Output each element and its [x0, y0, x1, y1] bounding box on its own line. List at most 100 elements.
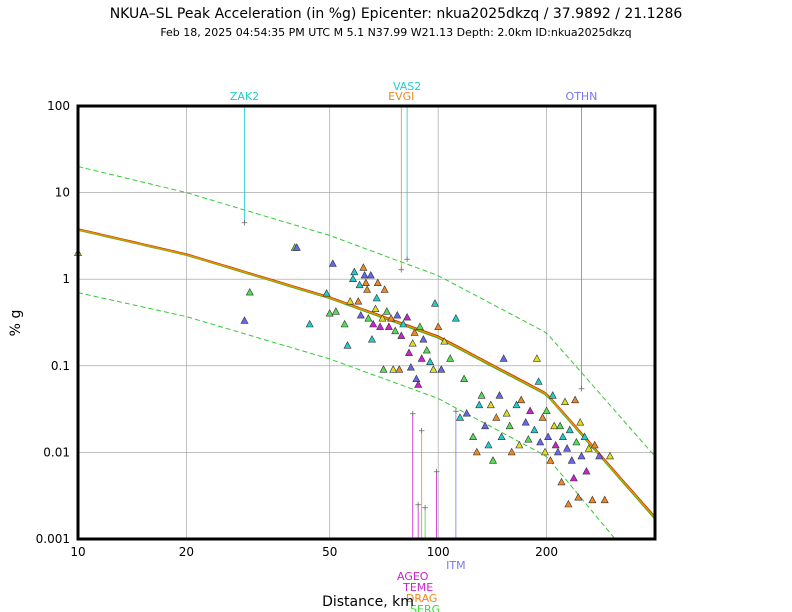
data-point: [521, 418, 530, 426]
data-point: [384, 322, 393, 330]
data-point: [328, 259, 337, 267]
x-axis-label: Distance, km: [322, 594, 414, 610]
data-point: [412, 374, 421, 383]
data-point: [502, 409, 511, 417]
sigma-curve: [77, 292, 616, 540]
data-point: [544, 432, 553, 441]
data-point: [576, 418, 585, 426]
data-point: [532, 354, 541, 362]
data-point: [540, 447, 550, 456]
chart-title: NKUA–SL Peak Acceleration (in %g) Epicen…: [110, 6, 683, 22]
data-point: [406, 363, 415, 371]
y-tick-label: 0.01: [43, 445, 70, 459]
data-point: [359, 263, 368, 271]
data-point: [538, 413, 547, 421]
data-point: [563, 444, 572, 452]
data-point: [455, 413, 465, 421]
data-point: [369, 319, 378, 328]
data-point: [343, 341, 352, 349]
y-tick-label: 0.001: [36, 532, 70, 546]
data-point: [417, 354, 426, 362]
station-label: TEME: [402, 581, 433, 594]
data-point: [475, 400, 484, 409]
data-point: [588, 495, 597, 504]
data-point: [492, 413, 501, 421]
data-point: [389, 365, 398, 373]
data-point: [356, 310, 365, 319]
data-point: [372, 293, 381, 302]
data-point: [505, 421, 514, 430]
median-curve: [77, 228, 656, 518]
station-label: VAS2: [393, 80, 421, 93]
axis-ticks: 10 20 50 100 200 0.001 0.01 0.1 1 10 100: [36, 99, 558, 559]
station-marker: +: [241, 219, 249, 229]
data-point: [548, 391, 557, 399]
data-point: [414, 380, 423, 388]
chart-subtitle: Feb 18, 2025 04:54:35 PM UTC M 5.1 N37.9…: [160, 26, 631, 39]
data-point: [526, 406, 535, 414]
data-point: [557, 477, 566, 486]
data-point: [565, 425, 574, 434]
sigma-curve: [77, 166, 656, 457]
data-point: [292, 243, 301, 251]
y-tick-label: 10: [55, 186, 70, 200]
data-point: [469, 432, 478, 441]
data-point: [397, 331, 406, 339]
data-point: [376, 322, 385, 330]
data-point: [584, 444, 593, 452]
data-point: [419, 335, 428, 343]
data-point: [484, 440, 493, 449]
station-marker: +: [421, 504, 429, 514]
data-point: [325, 309, 334, 317]
data-point: [495, 391, 504, 399]
y-axis-label: % g: [8, 310, 24, 337]
station-marker: +: [418, 426, 426, 436]
station-label: SERG: [410, 603, 440, 612]
data-point: [426, 357, 435, 366]
data-point: [590, 440, 599, 449]
x-tick-label: 50: [322, 545, 337, 559]
data-point: [415, 322, 424, 330]
station-label: ITM: [446, 559, 465, 572]
data-point: [515, 440, 524, 449]
data-point: [542, 406, 551, 414]
data-point: [499, 354, 508, 362]
data-point: [393, 310, 402, 319]
data-point: [367, 335, 377, 343]
data-point: [391, 326, 400, 335]
data-point: [551, 440, 560, 449]
station-label: EVGI: [388, 90, 414, 103]
station-label: DRAG: [406, 592, 438, 605]
station-marker: +: [433, 468, 441, 478]
data-point: [524, 435, 533, 443]
station-marker: +: [409, 410, 417, 420]
data-point: [577, 451, 586, 460]
data-point: [462, 409, 471, 417]
data-point: [404, 348, 414, 356]
data-point: [507, 447, 516, 456]
data-point: [488, 456, 498, 464]
data-point: [571, 395, 580, 404]
data-point: [446, 354, 455, 362]
data-point: [558, 432, 567, 441]
data-point: [517, 395, 526, 404]
data-point: [382, 307, 391, 315]
data-point: [399, 319, 408, 328]
median-curve: [77, 228, 656, 519]
station-label: OTHN: [566, 90, 598, 103]
data-point: [434, 322, 443, 330]
data-point: [430, 299, 440, 307]
station-marker: +: [414, 501, 422, 511]
station-label: ZAK2: [230, 90, 259, 103]
data-point: [460, 374, 469, 383]
data-point: [486, 400, 495, 409]
data-point: [379, 365, 388, 373]
x-tick-label: 20: [179, 545, 194, 559]
data-point: [387, 314, 396, 322]
data-point: [331, 307, 340, 315]
data-point: [305, 319, 314, 328]
data-point: [429, 365, 438, 373]
data-point: [582, 466, 591, 475]
y-tick-label: 100: [47, 99, 70, 113]
